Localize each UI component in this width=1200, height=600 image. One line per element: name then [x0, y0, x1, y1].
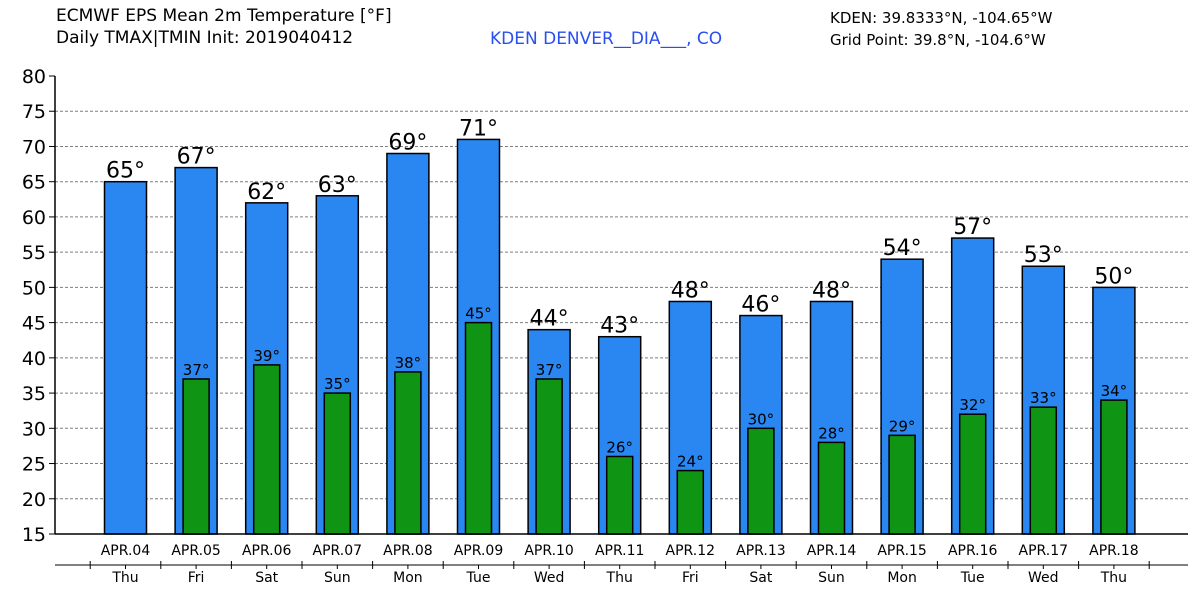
chart-subtitle: Daily TMAX|TMIN Init: 2019040412: [56, 28, 354, 48]
tmin-bar: [958, 413, 987, 535]
x-date-label: APR.17: [1019, 543, 1069, 559]
tmin-bar: [535, 378, 563, 535]
tmin-label: 29°: [889, 417, 916, 435]
tmax-label: 71°: [459, 116, 498, 141]
tmin-label: 32°: [959, 396, 986, 414]
grid-point-coordinates: Grid Point: 39.8°N, -104.6°W: [830, 31, 1046, 49]
tmin-label: 34°: [1101, 382, 1128, 400]
x-date-label: APR.15: [877, 543, 927, 559]
tmin-label: 24°: [677, 453, 704, 471]
tmin-bar: [676, 469, 705, 535]
x-weekday-label: Fri: [188, 570, 205, 586]
tmin-label: 33°: [1030, 389, 1057, 407]
station-coordinates: KDEN: 39.8333°N, -104.65°W: [830, 9, 1053, 27]
tmin-bar: [888, 434, 916, 535]
tmin-bar: [1100, 399, 1128, 535]
x-date-label: APR.06: [242, 543, 292, 559]
x-weekday-label: Mon: [393, 570, 423, 586]
tmin-bar: [1029, 406, 1058, 535]
tmin-bar: [747, 427, 775, 535]
x-date-label: APR.11: [595, 543, 645, 559]
tmin-label: 26°: [606, 438, 633, 456]
station-name: KDEN DENVER__DIA___, CO: [490, 29, 723, 49]
x-weekday-label: Thu: [606, 570, 633, 586]
x-date-label: APR.18: [1089, 543, 1139, 559]
x-weekday-label: Mon: [887, 570, 917, 586]
tmin-label: 45°: [465, 305, 492, 323]
x-date-label: APR.14: [807, 543, 857, 559]
tmax-label: 50°: [1094, 264, 1133, 289]
x-weekday-label: Tue: [466, 570, 491, 586]
x-weekday-label: Sun: [324, 570, 351, 586]
x-date-label: APR.04: [101, 543, 151, 559]
tmin-bar: [605, 455, 634, 535]
x-date-label: APR.13: [736, 543, 786, 559]
y-tick-label: 30: [22, 418, 46, 440]
x-weekday-label: Thu: [111, 570, 138, 586]
y-tick-label: 40: [22, 348, 46, 370]
tmin-label: 30°: [748, 410, 775, 428]
x-weekday-label: Sat: [749, 570, 772, 586]
tmin-bar: [182, 378, 210, 535]
tmax-label: 48°: [812, 278, 851, 303]
tmax-label: 57°: [953, 215, 992, 240]
x-date-label: APR.05: [171, 543, 221, 559]
tmin-label: 35°: [324, 375, 351, 393]
x-date-label: APR.10: [524, 543, 574, 559]
tmin-label: 37°: [536, 361, 563, 379]
x-date-label: APR.12: [666, 543, 716, 559]
y-tick-label: 35: [22, 383, 46, 405]
y-tick-label: 80: [22, 66, 46, 88]
tmin-bar: [464, 321, 493, 535]
x-weekday-label: Tue: [960, 570, 985, 586]
tmax-label: 67°: [177, 145, 216, 170]
y-tick-label: 15: [22, 524, 46, 546]
y-tick-label: 50: [22, 277, 46, 299]
tmin-label: 37°: [183, 361, 210, 379]
tmax-label: 48°: [671, 278, 710, 303]
tmin-label: 28°: [818, 424, 845, 442]
tmin-bar: [394, 371, 422, 535]
tmax-label: 65°: [106, 159, 145, 184]
y-tick-label: 20: [22, 489, 46, 511]
x-date-label: APR.16: [948, 543, 998, 559]
tmax-bar: [103, 180, 148, 535]
x-weekday-label: Fri: [682, 570, 699, 586]
tmax-label: 54°: [883, 236, 922, 261]
tmin-bar: [252, 364, 281, 535]
y-tick-label: 45: [22, 313, 46, 335]
y-tick-label: 70: [22, 136, 46, 158]
y-tick-label: 60: [22, 207, 46, 229]
tmax-label: 43°: [600, 314, 639, 339]
tmax-label: 46°: [741, 293, 780, 318]
x-weekday-label: Sun: [818, 570, 845, 586]
tmin-bar: [323, 392, 352, 535]
x-weekday-label: Wed: [1028, 570, 1059, 586]
x-weekday-label: Thu: [1100, 570, 1127, 586]
tmax-label: 69°: [388, 131, 427, 156]
y-tick-label: 55: [22, 242, 46, 264]
y-tick-label: 25: [22, 454, 46, 476]
y-tick-label: 65: [22, 172, 46, 194]
tmax-label: 53°: [1024, 243, 1063, 268]
x-date-label: APR.09: [454, 543, 504, 559]
x-weekday-label: Sat: [255, 570, 278, 586]
tmin-label: 38°: [395, 354, 422, 372]
tmax-label: 62°: [247, 180, 286, 205]
x-weekday-label: Wed: [534, 570, 565, 586]
tmin-bar: [817, 441, 846, 535]
x-date-label: APR.07: [313, 543, 363, 559]
tmin-label: 39°: [253, 347, 280, 365]
tmax-label: 63°: [318, 173, 357, 198]
chart-title: ECMWF EPS Mean 2m Temperature [°F]: [56, 6, 392, 26]
x-date-label: APR.08: [383, 543, 433, 559]
y-tick-label: 75: [22, 101, 46, 123]
tmax-label: 44°: [530, 307, 569, 332]
